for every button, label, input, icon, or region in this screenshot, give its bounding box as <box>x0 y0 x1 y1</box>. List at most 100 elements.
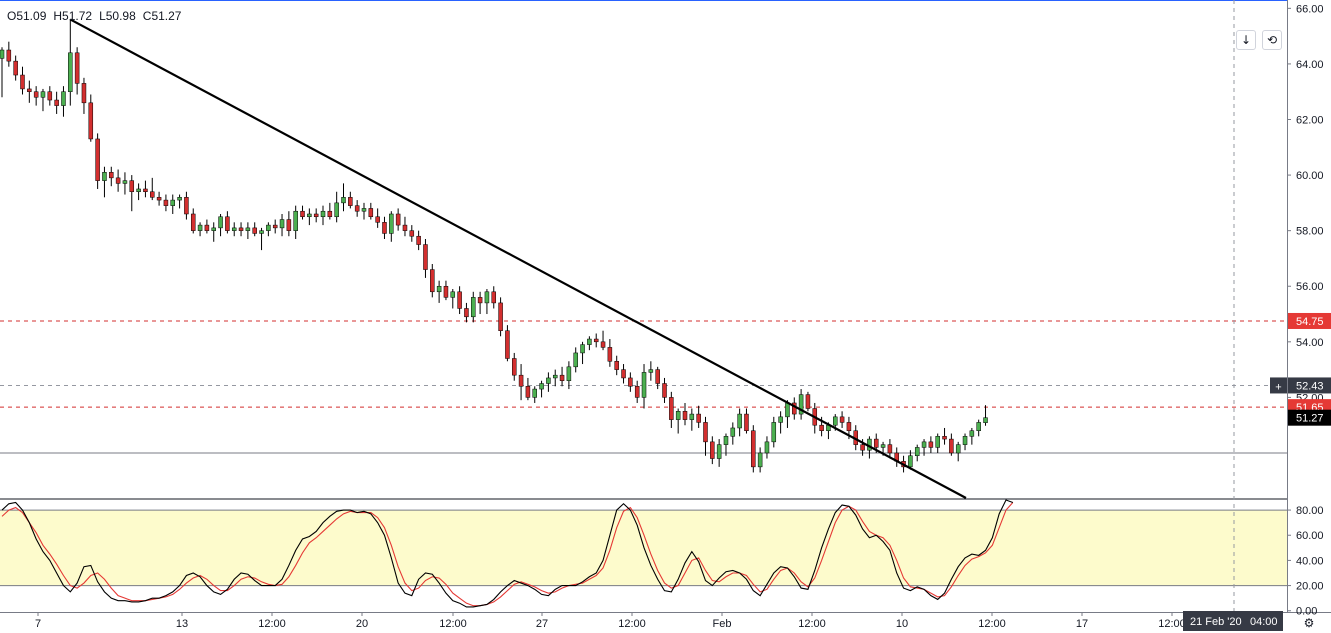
candle-down <box>518 374 524 387</box>
candle-down <box>559 374 565 381</box>
price-tag-4: 50.00 <box>1296 448 1324 460</box>
candle-down <box>74 52 80 84</box>
candle-up <box>962 436 968 445</box>
candle-up <box>798 394 804 415</box>
candle-up <box>587 338 592 345</box>
candle-up <box>908 455 913 468</box>
candle-up <box>102 172 107 181</box>
crosshair-time-bg <box>1183 611 1283 631</box>
crosshair-plus-button <box>1270 377 1287 394</box>
candle-up <box>471 297 476 318</box>
candle-down <box>873 438 879 448</box>
candle-down <box>313 213 319 218</box>
candle-up <box>245 227 251 231</box>
candle-down <box>184 197 189 215</box>
candle-down <box>669 397 674 420</box>
candle-up <box>0 49 5 59</box>
candle-down <box>949 438 954 454</box>
candle-up <box>211 227 216 231</box>
candle-up <box>68 52 73 92</box>
candle-down <box>628 377 633 387</box>
candle-up <box>61 91 66 106</box>
candle-up <box>716 444 722 459</box>
x-tick-label-7: Feb <box>713 618 732 630</box>
x-tick-label-10: 12:00 <box>978 618 1006 630</box>
candle-down <box>662 383 667 398</box>
candle-down <box>81 83 87 104</box>
price-tag-bg-1 <box>1288 377 1331 394</box>
candle-up <box>293 210 298 231</box>
reset-icon: ⟲ <box>1266 33 1278 47</box>
candle-down <box>382 222 387 234</box>
candle-down <box>368 208 374 218</box>
x-tick-label-12: 12:00 <box>1158 618 1186 630</box>
candle-down <box>696 413 701 423</box>
candle-down <box>150 191 155 198</box>
gear-icon: ⚙ <box>1303 616 1315 630</box>
candle-down <box>525 386 531 398</box>
candle-up <box>648 369 654 373</box>
candle-down <box>819 424 824 431</box>
y-tick-label-4: 58.00 <box>1296 226 1324 238</box>
candle-down <box>395 213 401 226</box>
candle-down <box>600 341 606 348</box>
ohlc-close: C51.27 <box>142 9 182 23</box>
candle-up <box>785 402 790 418</box>
osc-tick-label-3: 20.00 <box>1296 581 1324 593</box>
candle-down <box>402 224 408 231</box>
candle-up <box>218 216 223 229</box>
candle-down <box>204 224 210 231</box>
candle-down <box>655 369 660 384</box>
candle-up <box>833 416 838 426</box>
reset-chart-button[interactable]: ⟲ <box>1262 30 1282 50</box>
candle-down <box>348 197 353 206</box>
candle-down <box>593 338 599 343</box>
candle-down <box>430 269 435 293</box>
settings-button[interactable]: ⚙ <box>1300 614 1318 632</box>
candle-up <box>730 427 736 437</box>
x-tick-label-5: 27 <box>536 618 548 630</box>
y-tick-label-0: 66.00 <box>1296 3 1324 15</box>
candle-down <box>457 291 462 309</box>
candle-up <box>880 444 886 448</box>
y-tick-label-6: 54.00 <box>1296 337 1324 349</box>
candle-up <box>778 416 783 423</box>
x-tick-label-11: 17 <box>1076 618 1088 630</box>
candle-down <box>710 441 715 459</box>
candle-up <box>771 422 777 443</box>
candle-down <box>163 199 169 206</box>
candle-down <box>416 235 421 245</box>
candle-down <box>272 224 278 229</box>
candle-down <box>751 430 756 468</box>
candle-down <box>88 102 94 140</box>
candle-down <box>805 394 811 409</box>
price-tag-bg-3 <box>1288 409 1331 426</box>
candle-up <box>334 202 339 218</box>
arrow-down-icon: ↓ <box>1240 33 1252 47</box>
candle-down <box>47 91 53 101</box>
scroll-to-latest-button[interactable]: ↓ <box>1236 30 1256 50</box>
osc-tick-label-2: 40.00 <box>1296 555 1324 567</box>
x-tick-label-1: 13 <box>176 618 188 630</box>
candle-up <box>976 422 981 431</box>
candle-down <box>491 291 497 304</box>
candle-down <box>498 302 503 331</box>
candle-down <box>409 230 415 237</box>
x-tick-label-4: 12:00 <box>439 618 467 630</box>
candle-up <box>580 344 585 354</box>
candle-down <box>33 91 39 98</box>
candle-up <box>675 411 681 420</box>
y-tick-label-1: 64.00 <box>1296 59 1324 71</box>
candle-up <box>197 224 203 231</box>
candle-up <box>723 436 729 445</box>
x-tick-label-9: 10 <box>896 618 908 630</box>
candle-up <box>136 188 141 193</box>
ohlc-high: H51.72 <box>53 9 93 23</box>
candle-down <box>614 361 619 370</box>
candles-group <box>0 19 988 473</box>
candle-up <box>259 230 264 234</box>
x-tick-label-0: 7 <box>35 618 41 630</box>
crosshair-time: 04:00 <box>1250 616 1278 628</box>
candle-down <box>156 197 162 201</box>
